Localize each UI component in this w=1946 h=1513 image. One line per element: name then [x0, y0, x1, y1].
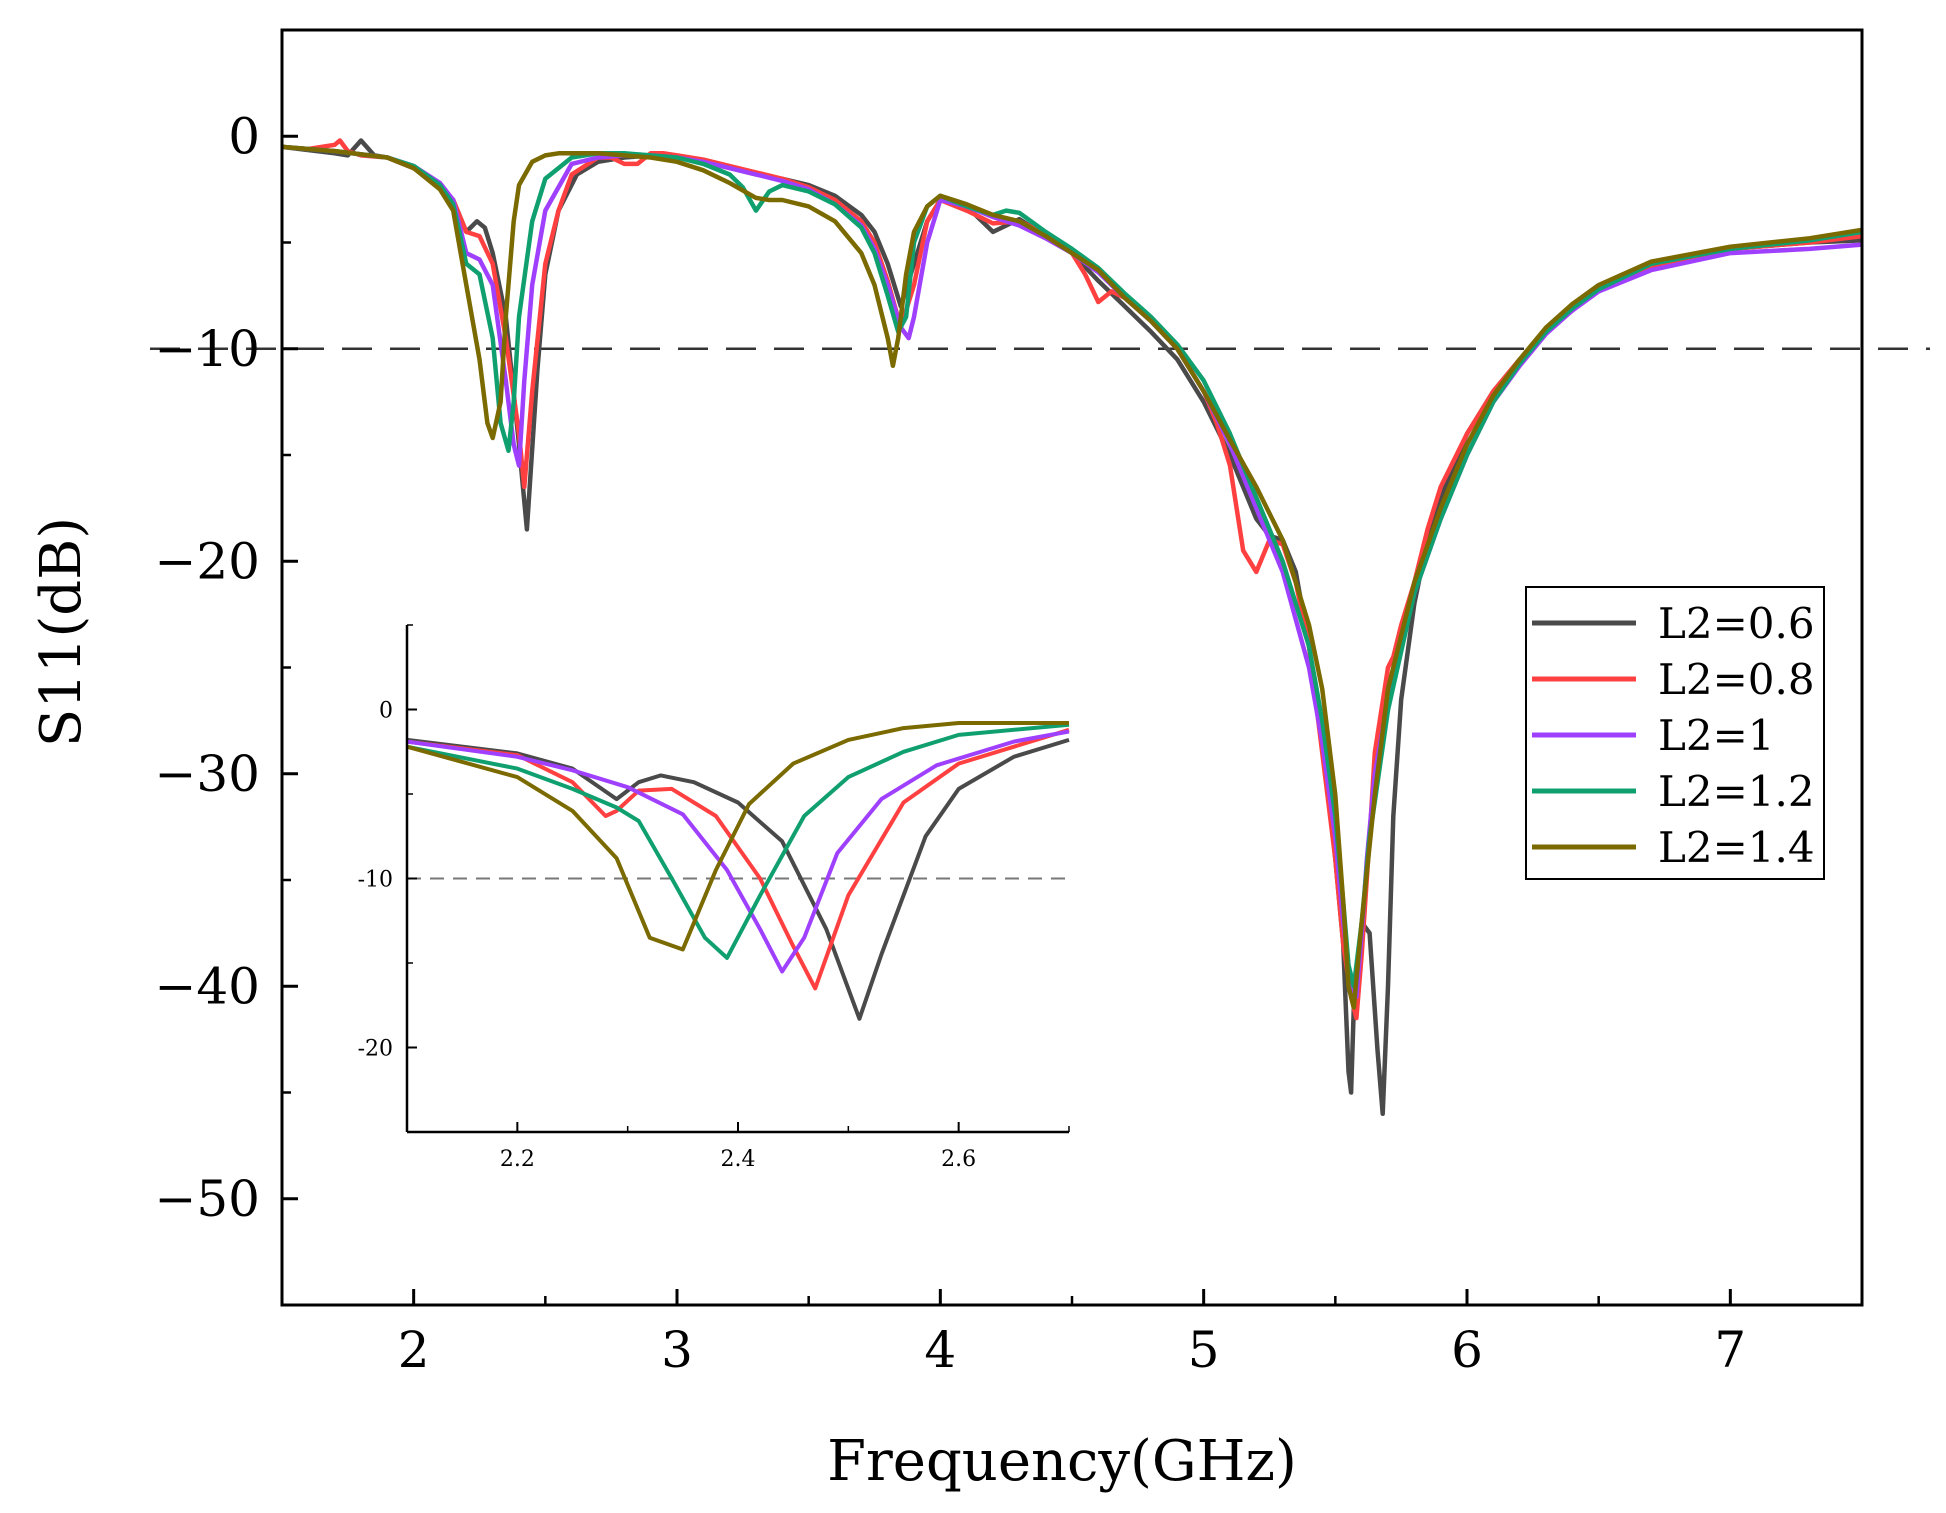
- x-tick-label: 7: [1714, 1321, 1746, 1379]
- legend-label-2: L2=1: [1658, 711, 1775, 760]
- inset-chart: 2.2 2.4 2.6 0 -10 -20: [358, 624, 1070, 1172]
- main-axes-group: 2 3 4 5 6 7 0 −10 −20 −30 −40 −50: [154, 28, 1864, 1379]
- legend: L2=0.6 L2=0.8 L2=1 L2=1.2 L2=1.4: [1525, 586, 1825, 880]
- x-tick-label: 3: [661, 1321, 693, 1379]
- x-tick-label: 6: [1451, 1321, 1483, 1379]
- y-tick-label: 0: [228, 107, 260, 165]
- inset-series-line-4: [406, 721, 1069, 952]
- inset-x-tick-label: 2.6: [941, 1147, 976, 1172]
- inset-x-tick-label: 2.2: [500, 1147, 535, 1172]
- y-tick-label: −10: [154, 320, 260, 378]
- inset-y-tick-label: -20: [358, 1037, 393, 1062]
- series-line-4: [281, 144, 1863, 1010]
- x-axis-title: Frequency(GHz): [827, 1429, 1297, 1494]
- x-tick-label: 4: [924, 1321, 956, 1379]
- x-tick-label: 5: [1188, 1321, 1220, 1379]
- legend-label-3: L2=1.2: [1658, 767, 1815, 816]
- inset-series-line-3: [406, 722, 1070, 960]
- inset-y-tick-label: -10: [358, 868, 393, 893]
- inset-series-line-2: [406, 729, 1070, 974]
- inset-axes-group: 2.2 2.4 2.6 0 -10 -20: [358, 624, 1070, 1172]
- inset-y-tick-label: 0: [379, 699, 393, 724]
- legend-label-4: L2=1.4: [1658, 823, 1815, 872]
- main-series-group: [281, 138, 1863, 1117]
- y-tick-label: −30: [154, 745, 260, 803]
- inset-series-group: [406, 721, 1070, 1021]
- x-tick-label: 2: [398, 1321, 430, 1379]
- legend-label-1: L2=0.8: [1658, 655, 1815, 704]
- legend-items: L2=0.6 L2=0.8 L2=1 L2=1.2 L2=1.4: [1532, 599, 1815, 872]
- inset-x-tick-label: 2.4: [721, 1147, 756, 1172]
- legend-label-0: L2=0.6: [1658, 599, 1815, 648]
- inset-series-line-0: [406, 737, 1070, 1021]
- y-tick-label: −20: [154, 532, 260, 590]
- y-tick-label: −50: [154, 1170, 260, 1228]
- y-tick-label: −40: [154, 957, 260, 1015]
- y-axis-title: S11(dB): [29, 517, 94, 747]
